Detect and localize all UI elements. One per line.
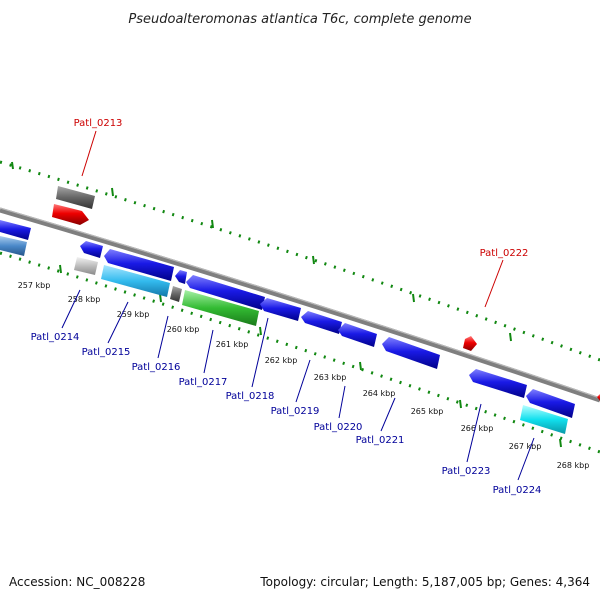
gene-label-minus[interactable]: Patl_0223 xyxy=(442,466,491,477)
gene-label-plus[interactable]: Patl_0213 xyxy=(74,118,123,129)
gene-label-minus[interactable]: Patl_0220 xyxy=(314,422,363,433)
genome-backbone xyxy=(0,207,600,403)
major-ticks xyxy=(11,161,562,448)
scale-label: 258 kbp xyxy=(68,295,101,304)
scale-label: 266 kbp xyxy=(461,424,494,433)
scale-label: 259 kbp xyxy=(117,310,150,319)
major-tick xyxy=(312,255,315,265)
scale-label: 268 kbp xyxy=(557,461,590,470)
accession-text: Accession: NC_008228 xyxy=(9,575,145,589)
gene-label-minus[interactable]: Patl_0221 xyxy=(356,435,405,446)
gene-label-minus[interactable]: Patl_0224 xyxy=(493,485,542,496)
leader-line xyxy=(203,329,214,374)
leader-line xyxy=(466,403,482,463)
major-tick xyxy=(359,361,362,371)
minus-leader-lines xyxy=(61,289,535,481)
leader-line xyxy=(157,315,169,359)
gene-left-edge[interactable] xyxy=(0,220,31,240)
gene-patl-0224[interactable] xyxy=(526,389,575,418)
gene-label-plus[interactable]: Patl_0222 xyxy=(480,248,529,259)
major-tick xyxy=(211,219,214,229)
gene-patl-0219[interactable] xyxy=(301,311,342,334)
leader-line xyxy=(517,437,535,481)
leader-line xyxy=(251,317,269,388)
scale-label: 267 kbp xyxy=(509,442,542,451)
feature-green[interactable] xyxy=(182,290,259,326)
leader-line xyxy=(380,397,396,432)
gene-patl-0215[interactable] xyxy=(104,249,174,281)
major-tick xyxy=(559,438,562,448)
feature-gray[interactable] xyxy=(56,186,95,209)
gene-label-minus[interactable]: Patl_0218 xyxy=(226,391,275,402)
scale-label: 262 kbp xyxy=(265,356,298,365)
gene-patl-0213[interactable] xyxy=(52,204,89,225)
major-tick xyxy=(159,293,162,303)
feature-light-gray[interactable] xyxy=(74,257,98,275)
map-title: Pseudoalteromonas atlantica T6c, complet… xyxy=(128,12,471,27)
major-tick xyxy=(59,264,62,274)
scale-label: 257 kbp xyxy=(18,281,51,290)
leader-line xyxy=(338,385,346,419)
gene-patl-0217[interactable] xyxy=(186,275,265,310)
gene-patl-0218[interactable] xyxy=(260,298,301,321)
gene-label-minus[interactable]: Patl_0214 xyxy=(31,332,80,343)
feature-steel[interactable] xyxy=(0,236,27,256)
gene-patl-0220[interactable] xyxy=(338,323,377,347)
leader-line xyxy=(484,259,504,308)
feature-cyan[interactable] xyxy=(520,405,568,434)
feature-gray-small[interactable] xyxy=(170,286,182,302)
major-tick xyxy=(111,187,114,197)
leader-line xyxy=(61,289,81,329)
feature-red-edge[interactable] xyxy=(597,394,600,401)
gene-patl-0221[interactable] xyxy=(382,337,440,369)
feature-light-cyan[interactable] xyxy=(101,265,170,297)
gene-label-minus[interactable]: Patl_0215 xyxy=(82,347,131,358)
major-tick xyxy=(412,293,415,303)
major-tick xyxy=(509,332,512,342)
major-tick xyxy=(259,326,262,336)
leader-line xyxy=(107,301,129,344)
scale-label: 265 kbp xyxy=(411,407,444,416)
leader-line xyxy=(295,359,311,403)
scale-label: 264 kbp xyxy=(363,389,396,398)
scale-label: 261 kbp xyxy=(216,340,249,349)
major-tick xyxy=(11,161,14,170)
gene-label-minus[interactable]: Patl_0216 xyxy=(132,362,181,373)
scale-label: 263 kbp xyxy=(314,373,347,382)
gene-label-minus[interactable]: Patl_0217 xyxy=(179,377,228,388)
gene-label-minus[interactable]: Patl_0219 xyxy=(271,406,320,417)
gene-patl-0216[interactable] xyxy=(175,270,187,284)
gene-patl-0214[interactable] xyxy=(80,241,103,258)
genome-backbone-highlight xyxy=(0,207,600,399)
plus-leader-lines xyxy=(81,130,504,308)
leader-line xyxy=(81,130,97,177)
gene-patl-0222[interactable] xyxy=(463,336,477,351)
gene-patl-0223[interactable] xyxy=(469,369,527,398)
genome-summary-text: Topology: circular; Length: 5,187,005 bp… xyxy=(259,575,590,589)
major-tick xyxy=(459,399,462,409)
scale-label: 260 kbp xyxy=(167,325,200,334)
